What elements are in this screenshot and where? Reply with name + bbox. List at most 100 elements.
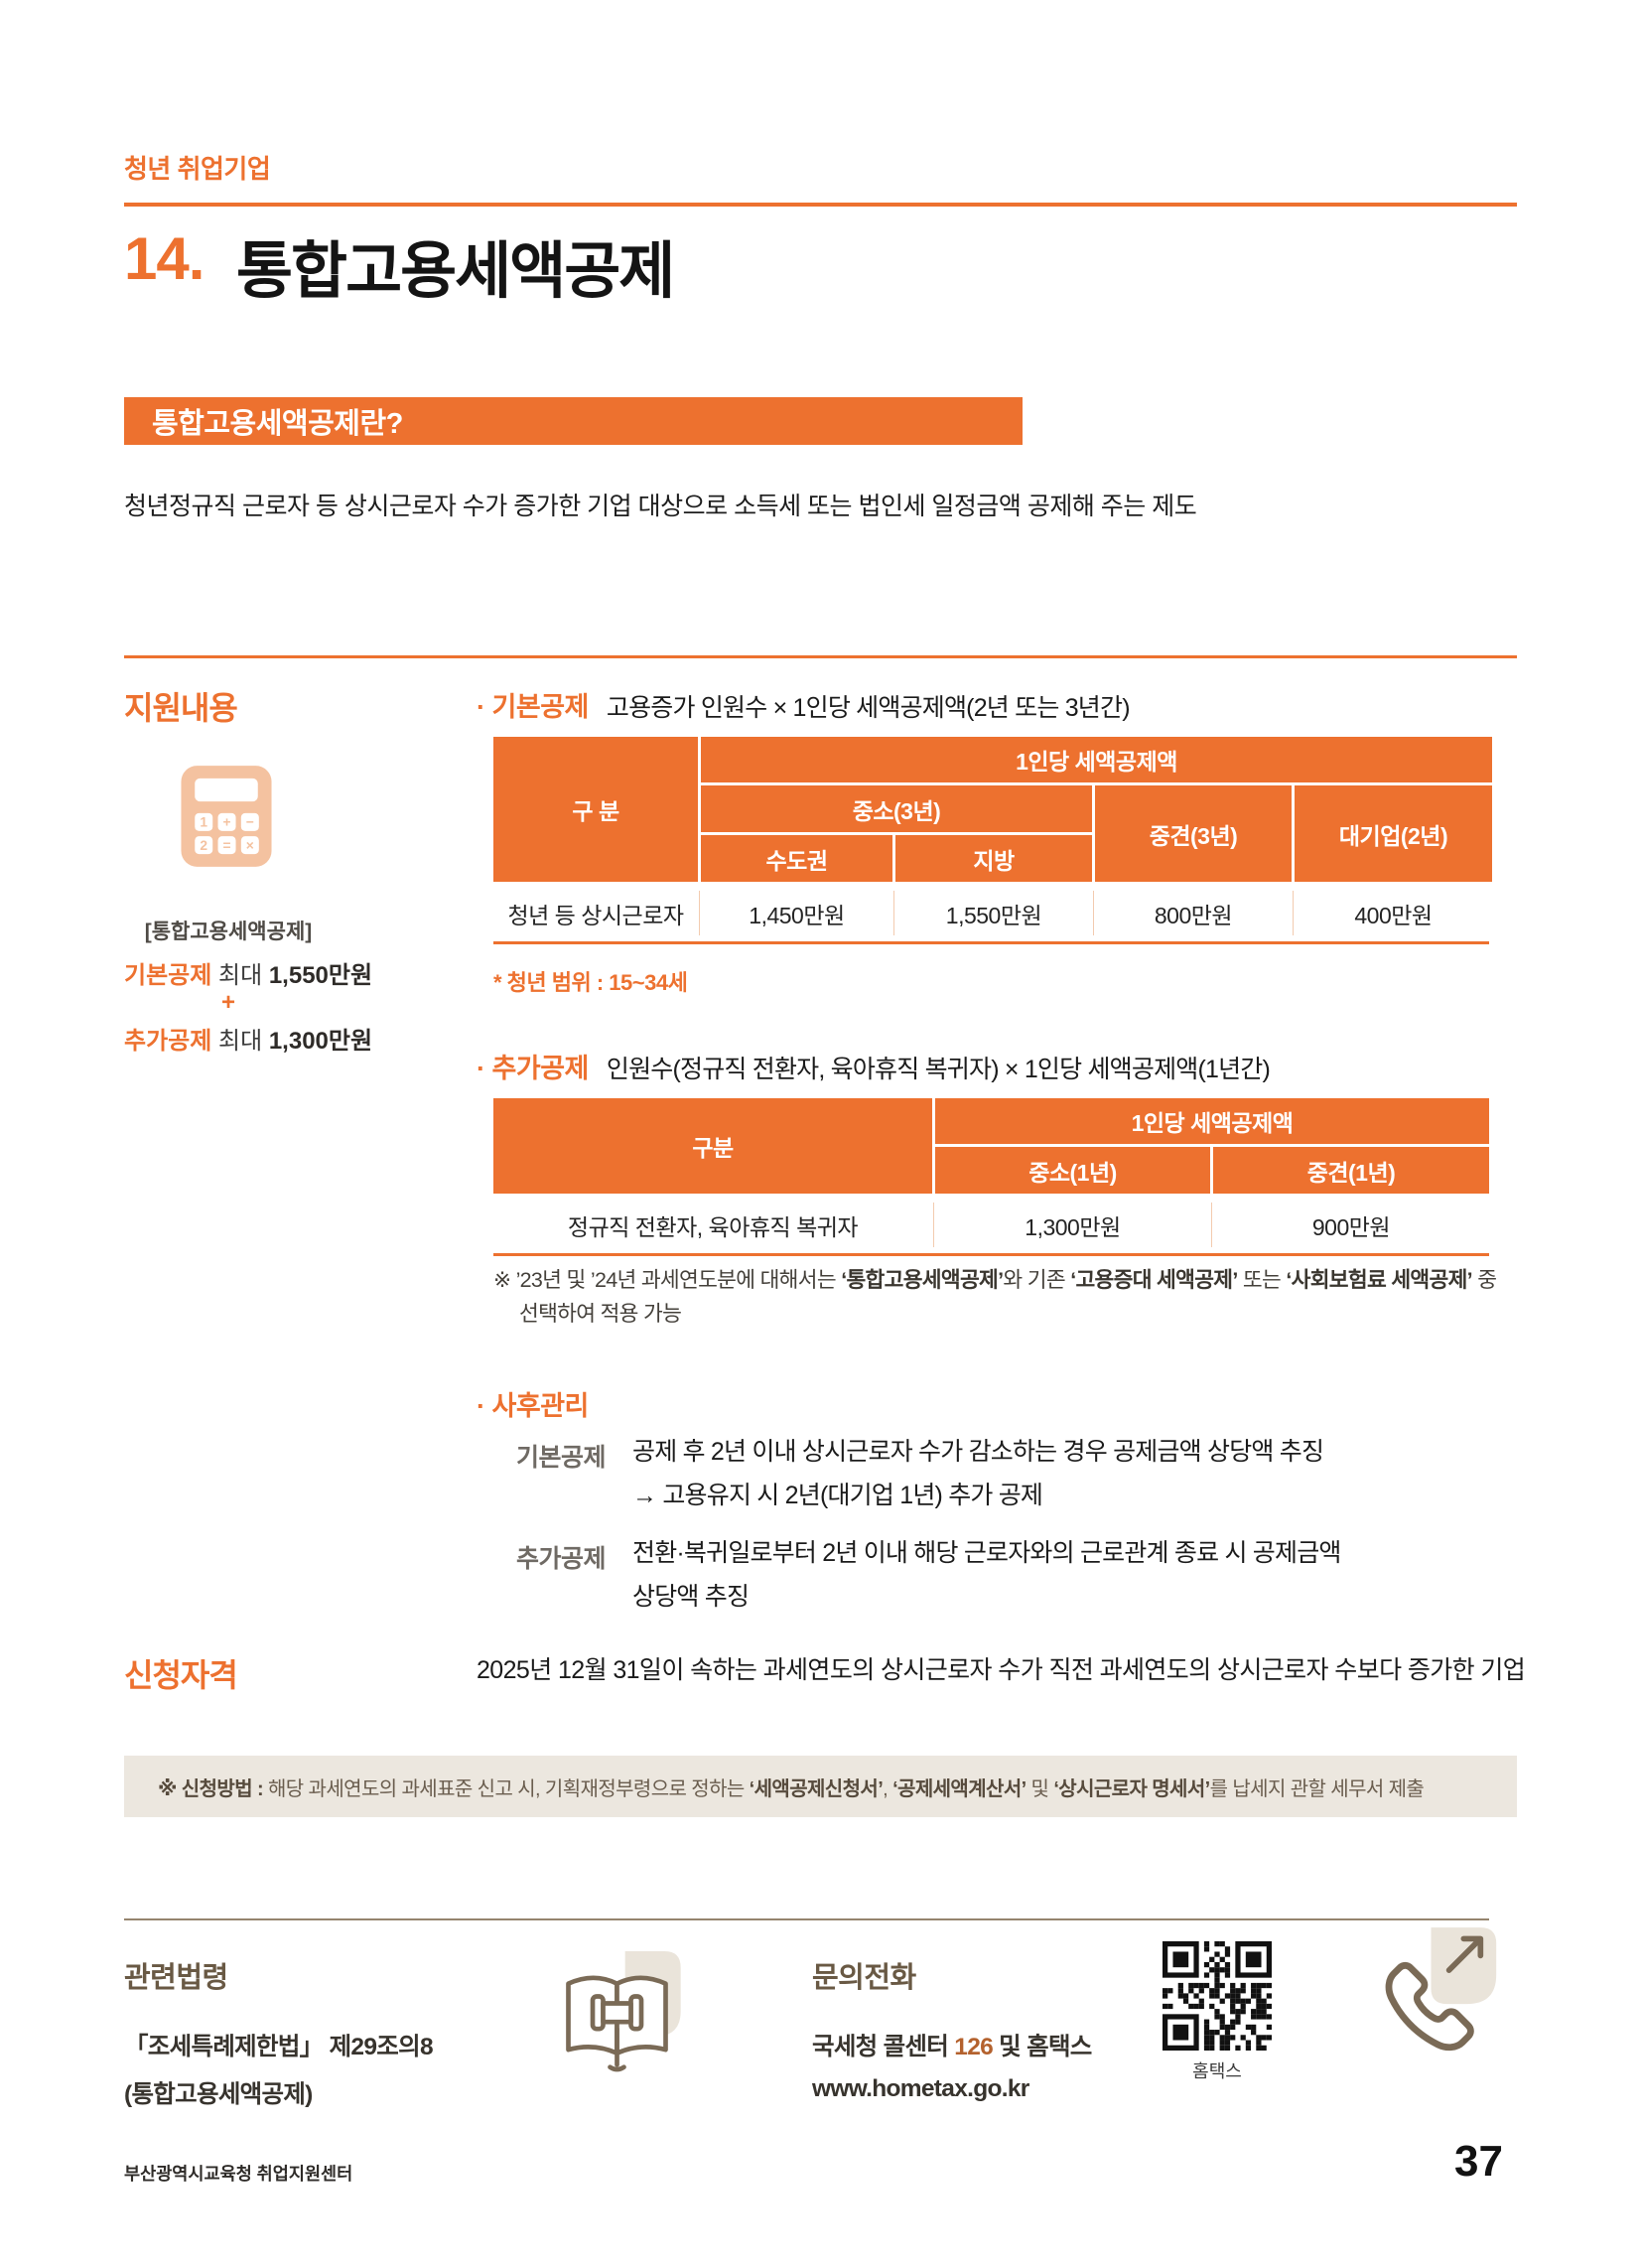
- aftercare-add-line2: 상당액 추징: [632, 1583, 750, 1611]
- aftercare-row: · 사후관리: [477, 1384, 589, 1423]
- additional-credit-label: 추가공제: [124, 1028, 212, 1055]
- aftercare-add-line1: 전환·복귀일로부터 2년 이내 해당 근로자와의 근로관계 종료 시 공제금액: [632, 1539, 1341, 1567]
- law-heading: 관련법령: [124, 1962, 228, 1994]
- calculator-caption: [통합고용세액공제]: [144, 921, 313, 943]
- max-word2: 최대: [211, 1028, 269, 1055]
- table1-val-capital: 1,450만원: [699, 885, 892, 941]
- note-bold1: ‘통합고용세액공제’: [841, 1268, 1004, 1292]
- table1-col-large: 대기업(2년): [1295, 785, 1492, 882]
- definition-description: 청년정규직 근로자 등 상시근로자 수가 증가한 기업 대상으로 소득세 또는 …: [124, 493, 1197, 520]
- table1-col-per-person: 1인당 세액공제액: [701, 737, 1492, 782]
- law-book-gavel-icon: [566, 1951, 681, 2072]
- table2-row-label: 정규직 전환자, 육아휴직 복귀자: [493, 1197, 932, 1253]
- note-suffix: 중: [1471, 1268, 1497, 1292]
- table1-val-mid: 800만원: [1093, 885, 1292, 941]
- contact-line1: 국세청 콜센터 126 및 홈택스: [812, 2028, 1092, 2062]
- table2-col-sme: 중소(1년): [935, 1147, 1210, 1194]
- page-number: 37: [1454, 2137, 1503, 2186]
- table1-val-region: 1,550만원: [893, 885, 1092, 941]
- basic-bullet-text: 기본공제: [491, 692, 590, 722]
- law-line2: (통합고용세액공제): [124, 2081, 313, 2108]
- table2-val-sme: 1,300만원: [933, 1197, 1210, 1253]
- additional-formula: 인원수(정규직 전환자, 육아휴직 복귀자) × 1인당 세액공제액(1년간): [606, 1056, 1271, 1083]
- note-bold2: ‘고용증대 세액공제’: [1070, 1268, 1238, 1292]
- table2-col-per-person: 1인당 세액공제액: [935, 1098, 1489, 1144]
- qr-code: [1163, 1941, 1272, 2051]
- method-bold3: ‘상시근로자 명세서’: [1053, 1777, 1210, 1800]
- qr-caption: 홈택스: [1192, 2061, 1242, 2081]
- table1-col-sme: 중소(3년): [701, 785, 1092, 832]
- page-title: 통합고용세액공제: [236, 237, 675, 306]
- method-mid2: 및: [1026, 1777, 1054, 1800]
- additional-bullet-label: · 추가공제: [477, 1047, 589, 1085]
- basic-bullet-label: · 기본공제: [477, 685, 589, 724]
- additional-credit-row: · 추가공제 인원수(정규직 전환자, 육아휴직 복귀자) × 1인당 세액공제…: [477, 1047, 1271, 1085]
- application-method-bar: ※ 신청방법 : 해당 과세연도의 과세표준 신고 시, 기획재정부령으로 정하…: [124, 1756, 1517, 1817]
- basic-credit-label: 기본공제: [124, 962, 212, 989]
- contact-pre: 국세청 콜센터: [812, 2034, 955, 2060]
- additional-credit-table: 구분 1인당 세액공제액 중소(1년) 중견(1년) 정규직 전환자, 육아휴직…: [493, 1098, 1489, 1256]
- support-heading: 지원내용: [124, 690, 238, 726]
- calculator-icon: 1 + − 2 = ×: [181, 766, 272, 867]
- basic-credit-value: 1,550만원: [268, 962, 373, 989]
- svg-text:−: −: [246, 815, 254, 830]
- law-line1: 「조세특례제한법」 제29조의8: [124, 2034, 434, 2060]
- aftercare-basic-text: 공제 후 2년 이내 상시근로자 수가 감소하는 경우 공제금액 상당액 추징 …: [632, 1430, 1324, 1517]
- aftercare-bullet-text: 사후관리: [491, 1391, 590, 1421]
- basic-credit-table: 구 분 1인당 세액공제액 중소(3년) 중견(3년) 대기업(2년) 수도권 …: [493, 737, 1492, 944]
- svg-text:=: =: [223, 838, 231, 853]
- table1-col-region: 지방: [895, 835, 1092, 882]
- bullet-dot: ·: [477, 1391, 485, 1421]
- table2-val-mid: 900만원: [1211, 1197, 1489, 1253]
- note-mid2: 또는: [1237, 1268, 1287, 1292]
- tax-year-note-line1: ※ ’23년 및 ’24년 과세연도분에 대해서는 ‘통합고용세액공제’와 기존…: [493, 1263, 1497, 1294]
- svg-text:×: ×: [246, 838, 254, 853]
- note-bold3: ‘사회보험료 세액공제’: [1286, 1268, 1472, 1292]
- method-body: 해당 과세연도의 과세표준 신고 시, 기획재정부령으로 정하는: [267, 1777, 750, 1800]
- max-additional-credit: 추가공제 최대 1,300만원: [124, 1021, 372, 1056]
- additional-bullet-text: 추가공제: [491, 1054, 590, 1083]
- table2-col-gubun: 구분: [493, 1098, 932, 1194]
- eligibility-heading: 신청자격: [124, 1657, 238, 1693]
- max-word: 최대: [211, 962, 269, 989]
- method-bold1: ‘세액공제신청서’: [749, 1777, 884, 1800]
- bottom-rule: [124, 1918, 1489, 1920]
- aftercare-basic-line1: 공제 후 2년 이내 상시근로자 수가 감소하는 경우 공제금액 상당액 추징: [632, 1438, 1324, 1466]
- svg-text:+: +: [223, 815, 231, 830]
- bullet-dot: ·: [477, 1054, 485, 1083]
- table1-col-mid: 중견(3년): [1095, 785, 1292, 882]
- basic-formula: 고용증가 인원수 × 1인당 세액공제액(2년 또는 3년간): [606, 694, 1131, 722]
- eligibility-text: 2025년 12월 31일이 속하는 과세연도의 상시근로자 수가 직전 과세연…: [477, 1656, 1526, 1684]
- table1-col-capital: 수도권: [701, 835, 892, 882]
- section-number: 14.: [124, 225, 205, 292]
- table2-col-mid: 중견(1년): [1213, 1147, 1489, 1194]
- call-center-number: 126: [954, 2034, 994, 2060]
- aftercare-basic-label: 기본공제: [516, 1444, 607, 1472]
- aftercare-basic-line2: → 고용유지 시 2년(대기업 1년) 추가 공제: [632, 1482, 1043, 1509]
- max-basic-credit: 기본공제 최대 1,550만원: [124, 955, 372, 990]
- basic-credit-row: · 기본공제 고용증가 인원수 × 1인당 세액공제액(2년 또는 3년간): [477, 685, 1131, 724]
- aftercare-add-text: 전환·복귀일로부터 2년 이내 해당 근로자와의 근로관계 종료 시 공제금액 …: [632, 1531, 1341, 1619]
- section-divider: [124, 655, 1517, 658]
- tax-year-note-line2: 선택하여 적용 가능: [519, 1302, 682, 1326]
- table1-row-label: 청년 등 상시근로자: [493, 885, 698, 941]
- table1-val-large: 400만원: [1293, 885, 1492, 941]
- page-eyebrow: 청년 취업기업: [124, 154, 271, 184]
- youth-age-note: * 청년 범위 : 15~34세: [493, 970, 688, 995]
- hometax-url: www.hometax.go.kr: [812, 2075, 1029, 2102]
- aftercare-bullet-label: · 사후관리: [477, 1384, 589, 1423]
- note-prefix: ※ ’23년 및 ’24년 과세연도분에 대해서는: [493, 1268, 842, 1292]
- table1-col-gubun: 구 분: [493, 737, 698, 882]
- application-method-text: ※ 신청방법 : 해당 과세연도의 과세표준 신고 시, 기획재정부령으로 정하…: [158, 1772, 1425, 1801]
- contact-post: 및 홈택스: [993, 2034, 1092, 2060]
- contact-heading: 문의전화: [812, 1962, 916, 1994]
- additional-credit-value: 1,300만원: [268, 1028, 373, 1055]
- header-rule: [124, 203, 1517, 207]
- method-mid1: ,: [883, 1777, 893, 1800]
- footer-publisher: 부산광역시교육청 취업지원센터: [124, 2164, 353, 2184]
- method-suffix: 를 납세지 관할 세무서 제출: [1209, 1777, 1425, 1800]
- svg-text:1: 1: [200, 815, 207, 830]
- plus-sign: +: [220, 989, 235, 1016]
- method-prefix: ※ 신청방법 :: [158, 1777, 268, 1800]
